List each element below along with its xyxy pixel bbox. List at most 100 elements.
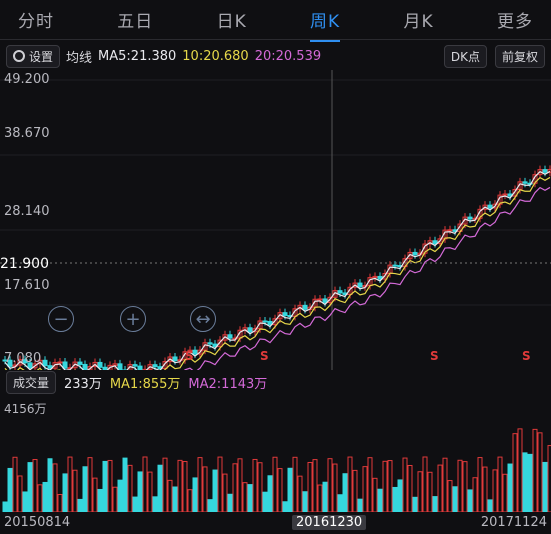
volume-bar	[472, 477, 478, 513]
volume-bar	[182, 461, 188, 513]
candle	[322, 298, 328, 303]
volume-bar	[542, 461, 548, 513]
candle	[377, 275, 383, 280]
volume-bar	[462, 461, 468, 513]
candle	[427, 240, 433, 245]
volume-plot	[2, 428, 551, 513]
candle	[317, 298, 323, 301]
signal-s: S	[185, 349, 194, 363]
ma10-value: 10:20.680	[182, 48, 249, 64]
volume-bar	[267, 475, 273, 513]
candle	[77, 361, 83, 365]
candlestick-chart[interactable]: 49.200 38.670 28.140 17.610 7.080 21.900…	[0, 70, 551, 391]
volume-bar	[522, 452, 528, 513]
chart-options: DK点 前复权	[443, 44, 545, 68]
gear-icon	[13, 49, 25, 62]
volume-bar	[287, 467, 293, 513]
volume-bar	[32, 459, 38, 513]
signal-s: S	[260, 349, 269, 363]
candle	[302, 304, 308, 310]
volume-bar	[142, 456, 148, 513]
volume-bar	[492, 469, 498, 513]
period-tabs: 分时 五日 日K 周K 月K 更多	[0, 0, 551, 42]
candle	[42, 359, 48, 367]
candle	[462, 216, 468, 225]
current-price-label: 21.900	[0, 256, 49, 272]
volume-bar	[347, 456, 353, 513]
candle	[32, 363, 38, 369]
volume-bar	[217, 456, 223, 513]
volume-bar	[507, 463, 513, 513]
candle	[392, 264, 398, 267]
tab-more[interactable]: 更多	[496, 12, 533, 32]
candle	[492, 203, 498, 209]
volume-bar	[127, 464, 133, 513]
volume-bar	[387, 460, 393, 513]
candle	[132, 364, 138, 367]
candle	[382, 273, 388, 280]
candle	[482, 204, 488, 210]
zoom-in-button[interactable]: +	[120, 306, 146, 332]
volume-chart[interactable]: 4156万	[0, 395, 551, 513]
ma-line	[4, 186, 551, 391]
volume-bar	[352, 469, 358, 513]
tab-intraday[interactable]: 分时	[18, 12, 54, 32]
settings-button[interactable]: 设置	[6, 44, 61, 68]
volume-bar	[152, 496, 158, 513]
volume-bar	[257, 462, 263, 513]
volume-bar	[57, 494, 63, 513]
volume-bar	[302, 491, 308, 513]
candle	[487, 204, 493, 209]
volume-bar	[482, 466, 488, 513]
zoom-out-button[interactable]: −	[48, 306, 74, 332]
volume-button[interactable]: 成交量	[6, 370, 57, 394]
y-label-top: 49.200	[4, 72, 50, 87]
tab-monthly-k[interactable]: 月K	[403, 12, 434, 32]
volume-bar	[402, 457, 408, 513]
volume-bar	[117, 479, 123, 513]
volume-bar	[237, 458, 243, 513]
volume-bar	[327, 458, 333, 513]
candle	[57, 361, 63, 364]
volume-bar	[212, 469, 218, 513]
candle	[82, 363, 88, 371]
volume-bar	[52, 463, 58, 513]
ma-line	[4, 176, 551, 381]
volume-bar	[467, 489, 473, 513]
volume-ma1: MA1:855万	[109, 376, 181, 392]
volume-bar	[27, 462, 33, 513]
candle	[7, 359, 13, 367]
volume-bar	[487, 499, 493, 513]
restore-button[interactable]: 前复权	[494, 44, 545, 68]
volume-bar	[42, 481, 48, 513]
candle	[47, 365, 53, 369]
pan-button[interactable]: ↔	[190, 306, 216, 332]
volume-bar	[437, 464, 443, 513]
volume-bar	[457, 459, 463, 513]
volume-bar	[82, 466, 88, 513]
candle	[62, 361, 68, 369]
tab-daily-k[interactable]: 日K	[216, 12, 247, 32]
volume-bar	[47, 458, 53, 513]
volume-bar	[292, 456, 298, 513]
volume-bar	[317, 484, 323, 513]
volume-bar	[177, 459, 183, 513]
candle	[262, 320, 268, 323]
volume-bar	[7, 467, 13, 513]
volume-bar	[537, 432, 543, 513]
volume-bar	[72, 469, 78, 513]
volume-bar	[102, 460, 108, 513]
tab-five-day[interactable]: 五日	[117, 12, 154, 32]
candle	[327, 296, 333, 303]
volume-bar	[37, 484, 43, 513]
tab-weekly-k[interactable]: 周K	[310, 7, 341, 42]
candle	[297, 304, 303, 310]
candle	[247, 327, 253, 333]
volume-bar	[232, 463, 238, 513]
settings-label: 设置	[29, 49, 54, 64]
candle	[92, 361, 98, 368]
volume-bar	[67, 456, 73, 513]
volume-header: 成交量 233万 MA1:855万 MA2:1143万	[0, 370, 551, 394]
dk-button[interactable]: DK点	[443, 44, 487, 68]
volume-bar	[242, 482, 248, 513]
